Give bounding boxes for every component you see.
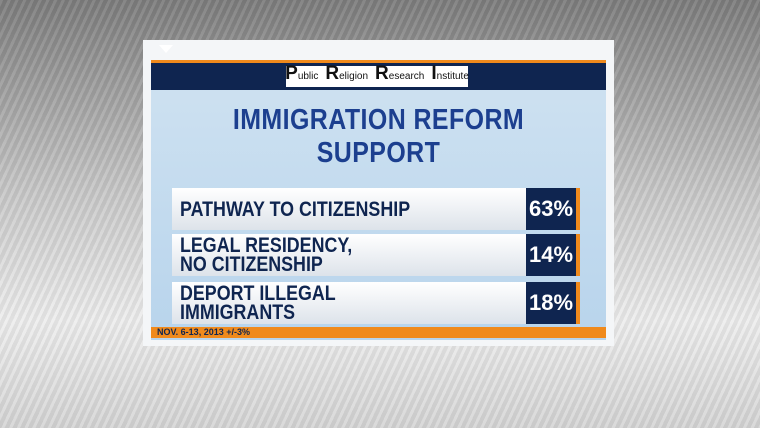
- title: IMMIGRATION REFORM SUPPORT: [232, 104, 525, 169]
- source-logo: Public Religion Research Institute: [285, 63, 469, 90]
- label-line: DEPORT ILLEGAL: [180, 282, 336, 305]
- footer: NOV. 6-13, 2013 +/-3%: [157, 327, 250, 337]
- label-line: IMMIGRANTS: [180, 301, 296, 324]
- row: DEPORT ILLEGAL IMMIGRANTS 18%: [172, 282, 580, 324]
- source-word: Institute: [431, 63, 469, 84]
- row-value: 63%: [526, 188, 580, 230]
- source-word: Public: [285, 63, 319, 84]
- panel: Public Religion Research Institute IMMIGRAT…: [143, 40, 614, 346]
- row: PATHWAY TO CITIZENSHIP 63%: [172, 188, 580, 230]
- row-value: 18%: [526, 282, 580, 324]
- row-label: LEGAL RESIDENCY, NO CITIZENSHIP: [180, 234, 352, 276]
- source-word: Religion: [325, 63, 369, 84]
- source-word: Research: [375, 63, 425, 84]
- label-line: PATHWAY TO CITIZENSHIP: [180, 197, 411, 221]
- footer-bar: NOV. 6-13, 2013 +/-3%: [151, 327, 606, 338]
- label-line: LEGAL RESIDENCY,: [180, 234, 353, 257]
- marker: [159, 45, 173, 53]
- top-bar: Public Religion Research Institute: [151, 60, 606, 90]
- label-line: NO CITIZENSHIP: [180, 253, 323, 276]
- inner-panel: Public Religion Research Institute IMMIGRAT…: [151, 60, 606, 340]
- row-label: PATHWAY TO CITIZENSHIP: [180, 188, 410, 230]
- row-label: DEPORT ILLEGAL IMMIGRANTS: [180, 282, 336, 324]
- row: LEGAL RESIDENCY, NO CITIZENSHIP 14%: [172, 234, 580, 276]
- row-value: 14%: [526, 234, 580, 276]
